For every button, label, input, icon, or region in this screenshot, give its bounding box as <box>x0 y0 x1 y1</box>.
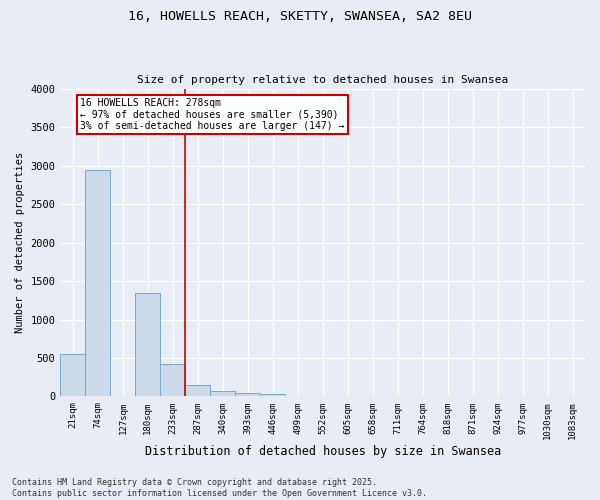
X-axis label: Distribution of detached houses by size in Swansea: Distribution of detached houses by size … <box>145 444 501 458</box>
Y-axis label: Number of detached properties: Number of detached properties <box>15 152 25 334</box>
Bar <box>210 391 235 396</box>
Bar <box>85 170 110 396</box>
Title: Size of property relative to detached houses in Swansea: Size of property relative to detached ho… <box>137 76 508 86</box>
Bar <box>160 364 185 396</box>
Bar <box>260 394 285 396</box>
Bar <box>185 384 210 396</box>
Bar <box>61 354 85 397</box>
Text: Contains HM Land Registry data © Crown copyright and database right 2025.
Contai: Contains HM Land Registry data © Crown c… <box>12 478 427 498</box>
Text: 16 HOWELLS REACH: 278sqm
← 97% of detached houses are smaller (5,390)
3% of semi: 16 HOWELLS REACH: 278sqm ← 97% of detach… <box>80 98 345 132</box>
Bar <box>136 292 160 397</box>
Text: 16, HOWELLS REACH, SKETTY, SWANSEA, SA2 8EU: 16, HOWELLS REACH, SKETTY, SWANSEA, SA2 … <box>128 10 472 23</box>
Bar <box>235 392 260 396</box>
